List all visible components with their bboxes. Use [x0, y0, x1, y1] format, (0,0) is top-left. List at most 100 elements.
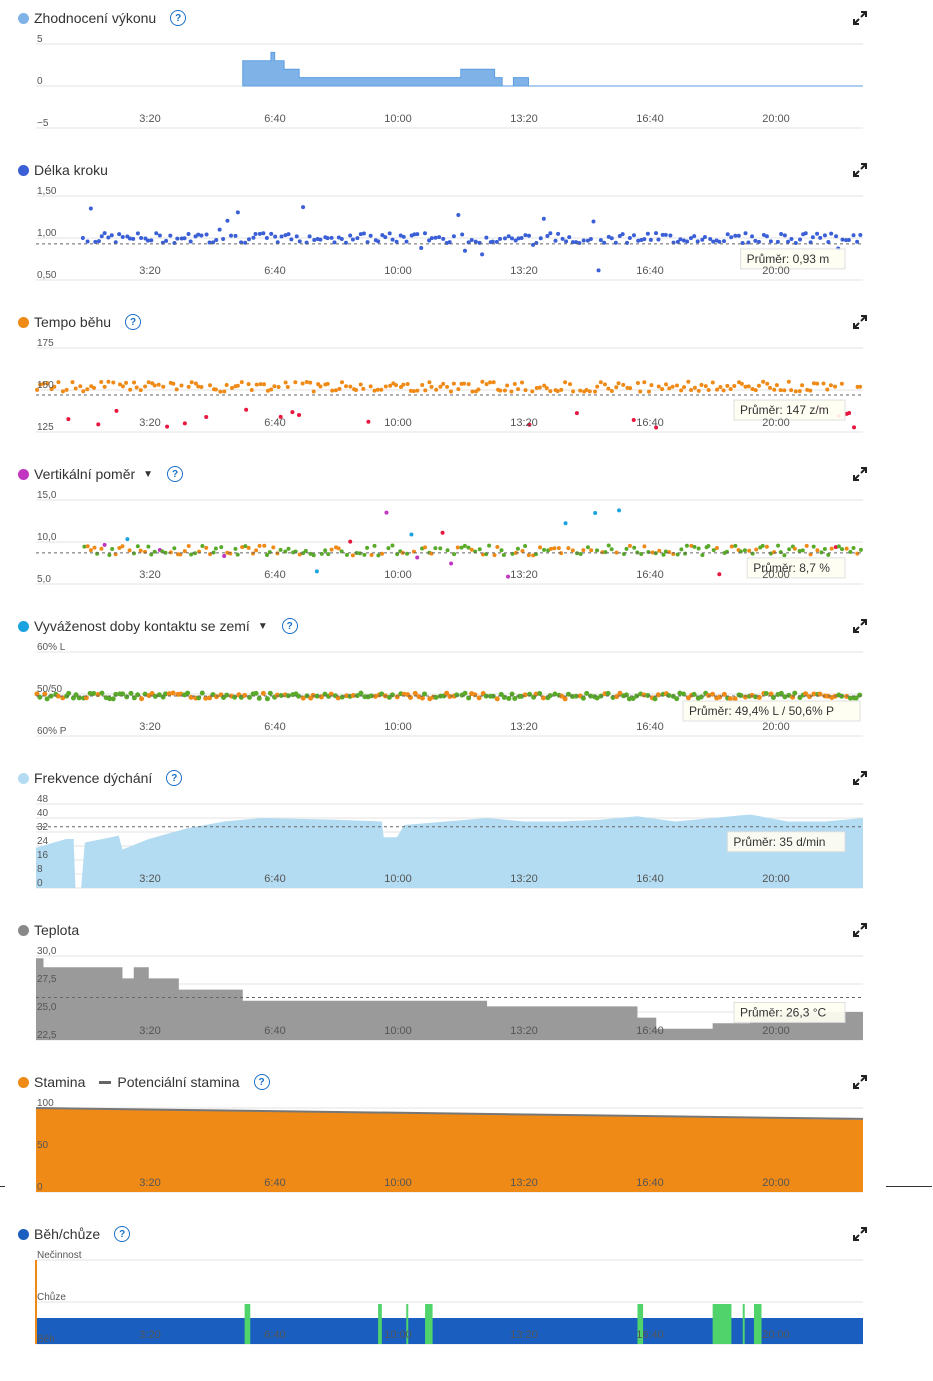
data-point [848, 549, 853, 554]
data-point [186, 543, 191, 548]
data-point [218, 389, 223, 394]
data-point [152, 549, 157, 554]
data-point [753, 388, 758, 393]
data-point [614, 550, 619, 555]
expand-icon[interactable] [853, 467, 867, 481]
data-point [853, 695, 859, 701]
data-point [182, 236, 187, 241]
data-point [163, 691, 169, 697]
data-point [609, 236, 614, 241]
data-point [617, 690, 623, 696]
data-point [652, 696, 658, 702]
x-tick-label: 20:00 [762, 1177, 790, 1189]
expand-icon[interactable] [853, 771, 867, 785]
data-point [721, 691, 727, 697]
data-point [681, 238, 686, 243]
data-point [844, 238, 849, 243]
data-point [674, 696, 680, 702]
data-point [283, 233, 288, 238]
expand-icon[interactable] [853, 11, 867, 25]
data-point [717, 239, 722, 244]
data-point [161, 384, 166, 389]
chart-header: Teplota [18, 918, 79, 942]
data-point [810, 235, 815, 240]
data-point [239, 240, 244, 245]
dropdown-caret-icon[interactable]: ▼ [143, 468, 154, 480]
data-point [285, 384, 290, 389]
data-point [556, 546, 561, 551]
scatter-points [35, 379, 863, 430]
x-tick-label: 16:40 [636, 1025, 664, 1037]
data-point [829, 546, 834, 551]
data-point [584, 690, 590, 696]
data-point [411, 389, 416, 394]
x-tick-label: 3:20 [139, 1025, 160, 1037]
expand-icon[interactable] [853, 163, 867, 177]
x-tick-label: 13:20 [510, 569, 538, 581]
data-point [498, 236, 503, 241]
walk-segment [244, 1304, 251, 1344]
help-icon[interactable]: ? [281, 618, 298, 634]
x-tick-label: 3:20 [139, 721, 160, 733]
data-point [512, 381, 517, 386]
data-point [595, 548, 600, 553]
data-point [462, 248, 467, 253]
data-point [526, 233, 531, 238]
chart-panel: Průměr: 49,4% L / 50,6% P 60% L 50/50 60% P… [0, 608, 933, 760]
data-point [661, 552, 666, 557]
data-point [419, 695, 425, 701]
data-point [262, 543, 267, 548]
help-icon[interactable]: ? [253, 1074, 270, 1090]
data-point [545, 233, 550, 238]
help-icon[interactable]: ? [170, 10, 187, 26]
data-point [415, 232, 420, 237]
help-icon[interactable]: ? [114, 1226, 131, 1242]
data-point [211, 550, 216, 555]
data-point [337, 386, 342, 391]
data-point [348, 233, 353, 238]
data-point [692, 544, 697, 549]
data-point [164, 238, 169, 243]
expand-icon[interactable] [853, 315, 867, 329]
expand-icon[interactable] [853, 923, 867, 937]
legend-dot-icon [18, 316, 29, 328]
data-point [301, 205, 306, 210]
help-icon[interactable]: ? [167, 466, 184, 482]
data-point [616, 381, 621, 386]
legend-dot-icon [18, 164, 29, 176]
data-point [204, 232, 209, 237]
data-point [541, 216, 546, 221]
data-point [200, 544, 205, 549]
data-point [797, 389, 802, 394]
data-point [833, 545, 838, 550]
expand-icon[interactable] [853, 1075, 867, 1089]
data-point [594, 695, 600, 701]
data-point [577, 241, 582, 246]
data-point [538, 545, 543, 550]
dropdown-caret-icon[interactable]: ▼ [257, 620, 268, 632]
data-point [120, 384, 125, 389]
data-point [445, 384, 450, 389]
data-point [717, 694, 723, 700]
data-point [505, 383, 510, 388]
data-point [149, 552, 154, 557]
data-point [515, 546, 520, 551]
data-point [498, 388, 503, 393]
data-point [242, 692, 248, 698]
help-icon[interactable]: ? [166, 770, 183, 786]
data-point [438, 384, 443, 389]
expand-icon[interactable] [853, 619, 867, 633]
chart-header: Frekvence dýchání? [18, 766, 183, 790]
data-point [656, 384, 661, 389]
average-label-box [740, 248, 846, 270]
expand-icon[interactable] [853, 1227, 867, 1241]
help-icon[interactable]: ? [125, 314, 142, 330]
data-point [213, 387, 218, 392]
data-point [656, 237, 661, 242]
chart-svg: Průměr: 49,4% L / 50,6% P 60% L 50/50 60% P… [34, 642, 863, 737]
data-point [717, 572, 722, 577]
y-tick-label: 150 [37, 380, 54, 391]
data-point [509, 389, 514, 394]
data-point [92, 545, 97, 550]
chart-title: Stamina [34, 1074, 86, 1090]
